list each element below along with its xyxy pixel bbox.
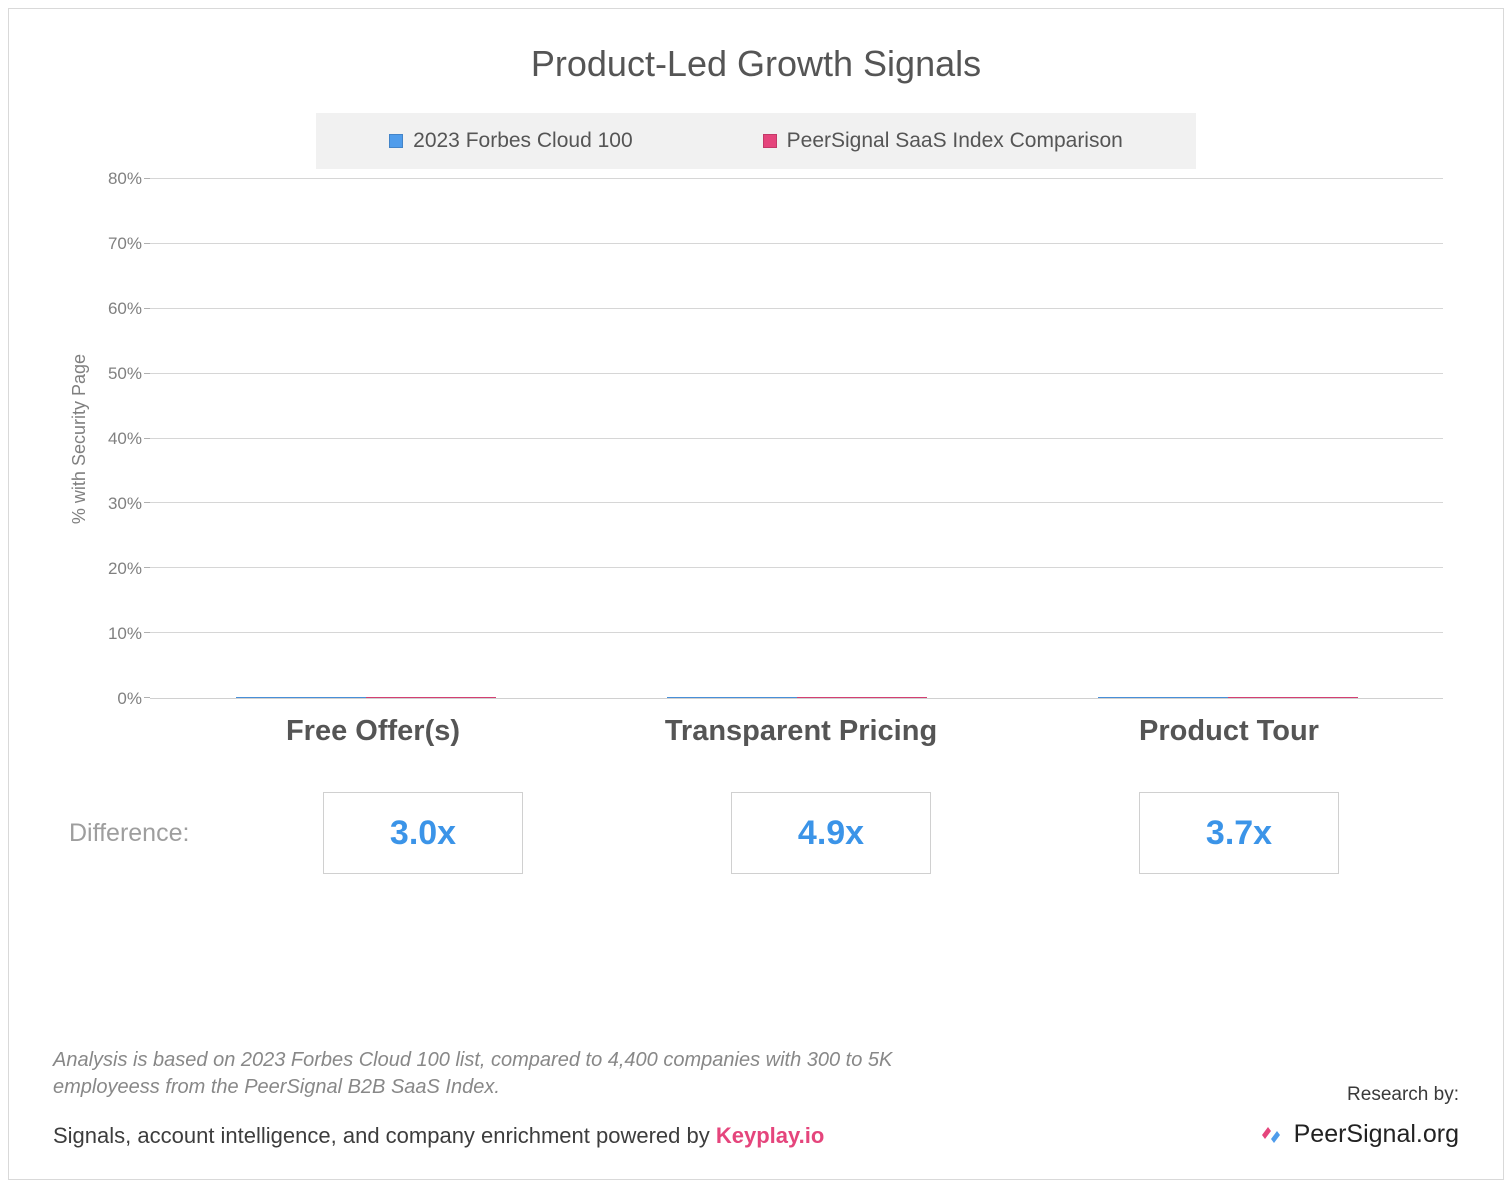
y-tick: 30%	[108, 494, 142, 514]
bar: 72%	[236, 697, 366, 698]
bar-group: 48%10%	[581, 179, 1012, 698]
y-axis-ticks: 0%10%20%30%40%50%60%70%80%	[96, 179, 150, 699]
chart-plot-area: % with Security Page 0%10%20%30%40%50%60…	[69, 179, 1443, 699]
bar-value-label: 32%	[1098, 704, 1228, 726]
footer: Analysis is based on 2023 Forbes Cloud 1…	[53, 1047, 1459, 1149]
difference-cell: 4.9x	[627, 792, 1035, 874]
y-tick: 70%	[108, 234, 142, 254]
difference-box: 4.9x	[731, 792, 931, 874]
y-tick-mark	[144, 373, 150, 374]
legend-item-series2: PeerSignal SaaS Index Comparison	[763, 129, 1123, 153]
bar: 10%	[797, 697, 927, 698]
gridline	[150, 243, 1443, 244]
y-axis-label: % with Security Page	[69, 354, 90, 524]
footer-left: Analysis is based on 2023 Forbes Cloud 1…	[53, 1047, 953, 1149]
bar-value-label: 10%	[797, 704, 927, 726]
y-tick-mark	[144, 567, 150, 568]
difference-box: 3.7x	[1139, 792, 1339, 874]
y-tick: 10%	[108, 624, 142, 644]
gridline	[150, 178, 1443, 179]
footer-right: Research by: PeerSignal.org	[1258, 1084, 1459, 1149]
y-tick-mark	[144, 178, 150, 179]
legend: 2023 Forbes Cloud 100 PeerSignal SaaS In…	[316, 113, 1196, 169]
legend-swatch-1	[389, 134, 403, 148]
bar-pair: 72%24%	[236, 697, 496, 698]
y-tick-mark	[144, 308, 150, 309]
bar-value-label: 9%	[1228, 704, 1358, 726]
y-tick: 50%	[108, 364, 142, 384]
footer-powered: Signals, account intelligence, and compa…	[53, 1123, 953, 1149]
y-tick-mark	[144, 697, 150, 698]
gridline	[150, 502, 1443, 503]
bar-value-label: 24%	[366, 704, 496, 726]
gridline	[150, 438, 1443, 439]
footer-note: Analysis is based on 2023 Forbes Cloud 1…	[53, 1047, 953, 1101]
gridline	[150, 632, 1443, 633]
bar-value-label: 72%	[236, 704, 366, 726]
bar: 24%	[366, 697, 496, 698]
y-tick: 40%	[108, 429, 142, 449]
research-by-label: Research by:	[1258, 1084, 1459, 1106]
difference-cell: 3.7x	[1035, 792, 1443, 874]
brand-name: PeerSignal.org	[1294, 1120, 1459, 1149]
plot: 72%24% 48%10% 32%9%	[150, 179, 1443, 699]
peersignal-logo-icon	[1258, 1122, 1284, 1148]
legend-item-series1: 2023 Forbes Cloud 100	[389, 129, 633, 153]
legend-label-2: PeerSignal SaaS Index Comparison	[787, 129, 1123, 153]
y-tick-mark	[144, 632, 150, 633]
footer-powered-brand: Keyplay.io	[716, 1123, 824, 1148]
y-tick-mark	[144, 438, 150, 439]
y-tick-mark	[144, 243, 150, 244]
difference-boxes: 3.0x 4.9x 3.7x	[219, 792, 1443, 874]
y-tick: 0%	[117, 689, 142, 709]
bar-group: 72%24%	[150, 179, 581, 698]
gridline	[150, 308, 1443, 309]
brand: PeerSignal.org	[1258, 1120, 1459, 1149]
footer-powered-prefix: Signals, account intelligence, and compa…	[53, 1123, 716, 1148]
y-tick: 20%	[108, 559, 142, 579]
difference-label: Difference:	[69, 819, 219, 848]
difference-box: 3.0x	[323, 792, 523, 874]
bar: 32%	[1098, 697, 1228, 698]
bar-pair: 32%9%	[1098, 697, 1358, 698]
y-tick-mark	[144, 502, 150, 503]
legend-swatch-2	[763, 134, 777, 148]
legend-label-1: 2023 Forbes Cloud 100	[413, 129, 633, 153]
bar-value-label: 48%	[667, 704, 797, 726]
chart-card: Product-Led Growth Signals 2023 Forbes C…	[8, 8, 1504, 1180]
gridline	[150, 373, 1443, 374]
difference-cell: 3.0x	[219, 792, 627, 874]
bar: 48%	[667, 697, 797, 698]
y-tick: 80%	[108, 169, 142, 189]
difference-row: Difference: 3.0x 4.9x 3.7x	[69, 792, 1443, 874]
bar: 9%	[1228, 697, 1358, 698]
gridline	[150, 567, 1443, 568]
bar-groups: 72%24% 48%10% 32%9%	[150, 179, 1443, 698]
y-tick: 60%	[108, 299, 142, 319]
bar-pair: 48%10%	[667, 697, 927, 698]
chart-title: Product-Led Growth Signals	[9, 43, 1503, 85]
bar-group: 32%9%	[1012, 179, 1443, 698]
